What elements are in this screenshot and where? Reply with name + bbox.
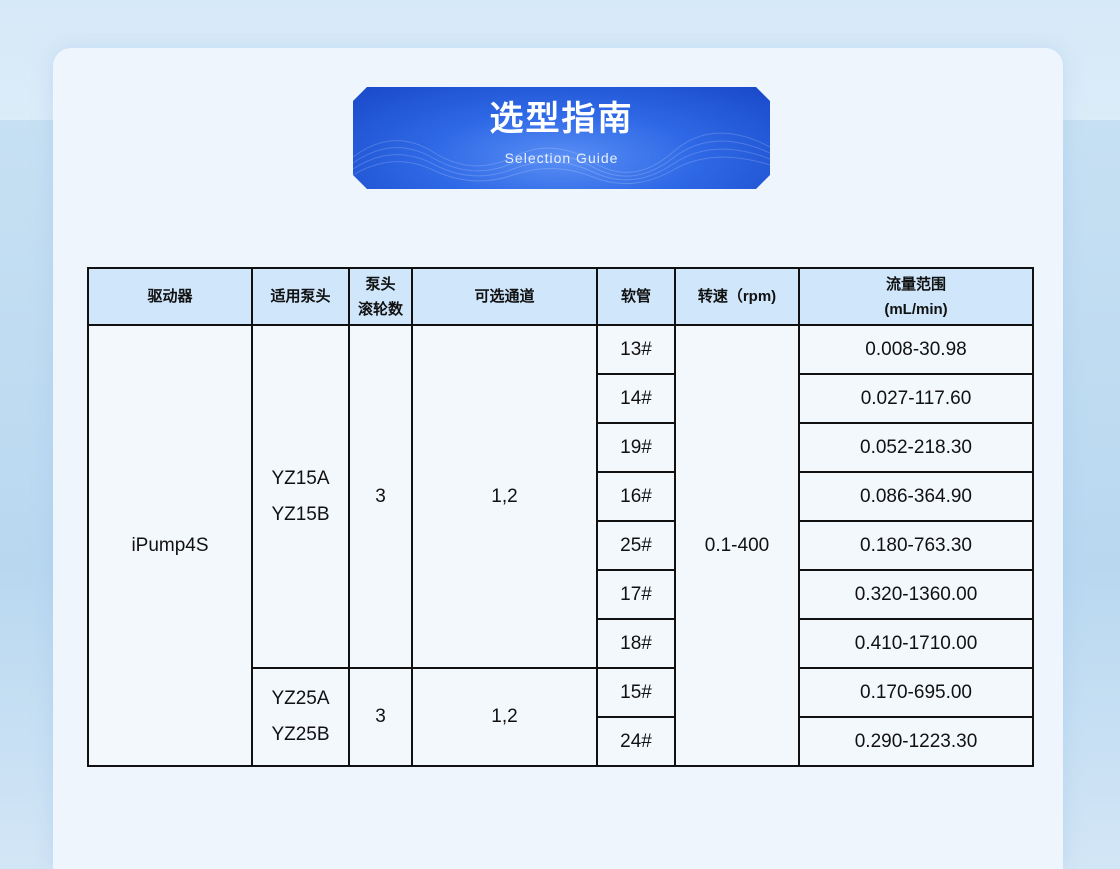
pump-head: YZ15A — [271, 467, 330, 489]
tube-cell: 15# — [596, 667, 676, 718]
speed-cell: 0.1-400 — [674, 324, 800, 767]
table-row: 14# 0.027-117.60 — [88, 373, 1034, 424]
selection-guide-banner: 选型指南 Selection Guide — [353, 87, 770, 189]
tube-cell: 18# — [596, 618, 676, 669]
pump-head-cell: YZ25A YZ25B — [251, 667, 350, 767]
table-row: 24# 0.290-1223.30 — [88, 716, 1034, 767]
flow-cell: 0.008-30.98 — [798, 324, 1034, 375]
header-flow-line2: (mL/min) — [884, 300, 948, 318]
header-row: 驱动器 适用泵头 泵头滚轮数 可选通道 软管 转速（rpm) 流量范围 (mL/m… — [87, 267, 1034, 326]
header-driver: 驱动器 — [87, 267, 253, 326]
background-decoration — [1060, 120, 1120, 869]
flow-cell: 0.410-1710.00 — [798, 618, 1034, 669]
header-flow: 流量范围 (mL/min) — [798, 267, 1034, 326]
pump-head: YZ25B — [271, 724, 330, 745]
background-decoration — [0, 120, 60, 869]
tube-cell: 25# — [596, 520, 676, 571]
flow-cell: 0.320-1360.00 — [798, 569, 1034, 620]
tube-cell: 14# — [596, 373, 676, 424]
channels-cell: 1,2 — [411, 667, 598, 767]
driver-cell: iPump4S — [87, 324, 253, 767]
flow-cell: 0.027-117.60 — [798, 373, 1034, 424]
banner-subtitle: Selection Guide — [504, 150, 619, 166]
rollers-cell: 3 — [348, 667, 413, 767]
tube-cell: 16# — [596, 471, 676, 522]
pump-head: YZ25A — [271, 688, 330, 709]
table-row: 19# 0.052-218.30 — [88, 422, 1034, 473]
rollers-cell: 3 — [348, 324, 413, 669]
header-flow-line1: 流量范围 — [885, 275, 946, 293]
header-speed: 转速（rpm) — [674, 267, 800, 326]
selection-table: 驱动器 适用泵头 泵头滚轮数 可选通道 软管 转速（rpm) 流量范围 (mL/m… — [87, 267, 1034, 767]
banner-title: 选型指南 — [489, 99, 634, 139]
pump-head: YZ15B — [271, 503, 330, 525]
flow-cell: 0.052-218.30 — [798, 422, 1034, 473]
wave-pattern-icon — [353, 87, 770, 189]
header-rollers-line1: 泵头 — [365, 275, 396, 293]
header-tube: 软管 — [596, 267, 676, 326]
table-row: YZ25A YZ25B 3 1,2 15# 0.170-695.00 — [88, 667, 1034, 767]
table-row: 16# 0.086-364.90 — [88, 471, 1034, 522]
header-rollers-line2: 滚轮数 — [357, 300, 403, 318]
flow-cell: 0.170-695.00 — [798, 667, 1034, 718]
table-row: iPump4S YZ15A YZ15B 3 1,2 13# 0.1-400 0.0… — [87, 324, 1034, 767]
pump-head-cell: YZ15A YZ15B — [251, 324, 350, 669]
channels-cell: 1,2 — [411, 324, 598, 669]
header-rollers: 泵头 滚轮数 — [348, 267, 413, 326]
flow-cell: 0.290-1223.30 — [798, 716, 1034, 767]
table-row: 18# 0.410-1710.00 — [88, 618, 1034, 669]
header-channels: 可选通道 — [411, 267, 598, 326]
tube-cell: 17# — [596, 569, 676, 620]
table-row: 17# 0.320-1360.00 — [88, 569, 1034, 620]
table-row: 25# 0.180-763.30 — [88, 520, 1034, 571]
tube-cell: 24# — [596, 716, 676, 767]
tube-cell: 19# — [596, 422, 676, 473]
header-pump-head: 适用泵头 — [251, 267, 350, 326]
flow-cell: 0.180-763.30 — [798, 520, 1034, 571]
tube-cell: 13# — [596, 324, 676, 375]
flow-cell: 0.086-364.90 — [798, 471, 1034, 522]
